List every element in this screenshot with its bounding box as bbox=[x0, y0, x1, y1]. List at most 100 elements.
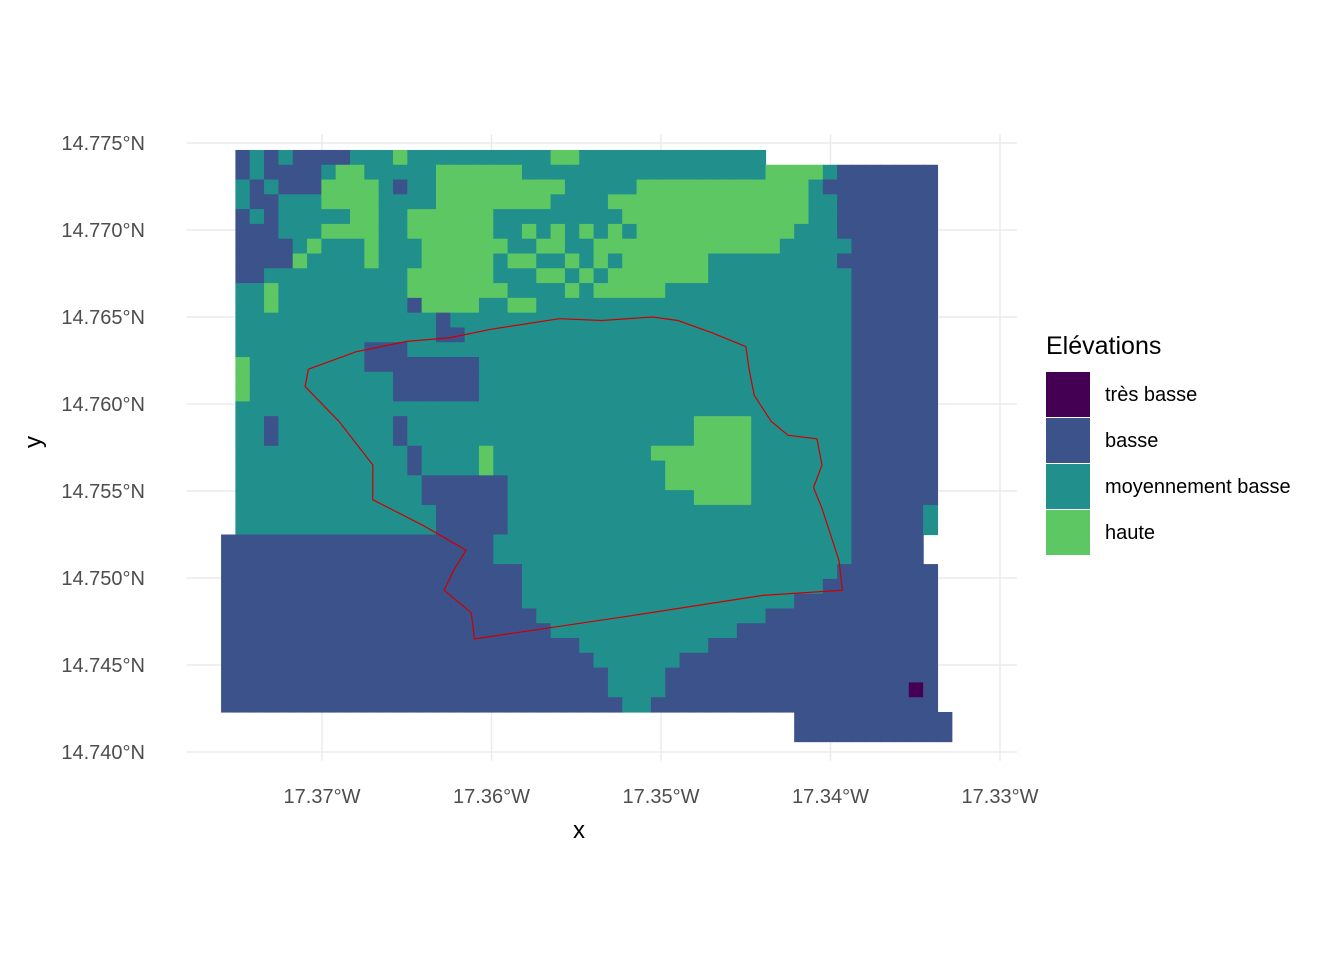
raster-cell bbox=[521, 253, 537, 269]
raster-cell bbox=[865, 327, 881, 343]
raster-cell bbox=[593, 164, 609, 181]
raster-cell bbox=[765, 460, 781, 476]
raster-cell bbox=[593, 209, 609, 225]
raster-cell bbox=[393, 194, 408, 210]
raster-cell bbox=[493, 697, 509, 713]
raster-cell bbox=[722, 238, 738, 255]
raster-cell bbox=[536, 164, 552, 181]
raster-cell bbox=[521, 549, 537, 565]
raster-cell bbox=[249, 416, 265, 432]
raster-cell bbox=[622, 578, 638, 595]
raster-cell bbox=[679, 623, 695, 639]
raster-cell bbox=[923, 638, 939, 654]
raster-cell bbox=[779, 504, 795, 521]
raster-cell bbox=[235, 490, 251, 506]
raster-cell bbox=[493, 164, 509, 181]
raster-cell bbox=[779, 416, 795, 432]
raster-cell bbox=[550, 549, 566, 565]
raster-cell bbox=[407, 564, 423, 580]
raster-cell bbox=[350, 475, 365, 491]
raster-cell bbox=[722, 534, 738, 550]
raster-cell bbox=[679, 179, 695, 195]
raster-cell bbox=[822, 726, 838, 743]
raster-cell bbox=[894, 179, 910, 195]
raster-cell bbox=[808, 253, 824, 269]
raster-cell bbox=[235, 475, 251, 491]
raster-cell bbox=[650, 652, 666, 669]
raster-cell bbox=[693, 504, 709, 521]
raster-cell bbox=[822, 386, 838, 402]
raster-cell bbox=[722, 253, 738, 269]
raster-cell bbox=[607, 179, 623, 195]
raster-cell bbox=[665, 519, 681, 536]
raster-cell bbox=[321, 445, 337, 462]
raster-cell bbox=[837, 697, 853, 713]
raster-cell bbox=[450, 179, 466, 195]
raster-cell bbox=[708, 223, 724, 240]
raster-cell bbox=[335, 623, 351, 639]
raster-cell bbox=[908, 490, 924, 506]
raster-cell bbox=[378, 593, 394, 610]
raster-cell bbox=[507, 297, 523, 314]
raster-cell bbox=[278, 564, 294, 580]
raster-cell bbox=[249, 697, 265, 713]
raster-cell bbox=[292, 623, 308, 639]
raster-cell bbox=[393, 608, 408, 624]
raster-cell bbox=[321, 475, 337, 491]
raster-cell bbox=[751, 149, 767, 166]
raster-cell bbox=[736, 667, 752, 683]
raster-cell bbox=[521, 578, 537, 595]
raster-cell bbox=[364, 253, 380, 269]
raster-cell bbox=[908, 593, 924, 610]
raster-cell bbox=[421, 342, 437, 358]
raster-cell bbox=[493, 416, 509, 432]
raster-cell bbox=[894, 726, 910, 743]
raster-cell bbox=[450, 608, 466, 624]
raster-cell bbox=[579, 430, 595, 447]
raster-cell bbox=[321, 578, 337, 595]
raster-cell bbox=[794, 534, 810, 550]
raster-cell bbox=[278, 416, 294, 432]
raster-cell bbox=[794, 564, 810, 580]
raster-cell bbox=[435, 445, 451, 462]
raster-cell bbox=[751, 386, 767, 402]
raster-cell bbox=[292, 667, 308, 683]
raster-cell bbox=[421, 253, 437, 269]
raster-cell bbox=[837, 682, 853, 698]
raster-cell bbox=[393, 504, 408, 521]
raster-cell bbox=[435, 223, 451, 240]
raster-cell bbox=[493, 504, 509, 521]
raster-cell bbox=[708, 194, 724, 210]
raster-cell bbox=[880, 711, 896, 728]
raster-cell bbox=[393, 682, 408, 698]
raster-cell bbox=[321, 564, 337, 580]
raster-cell bbox=[736, 578, 752, 595]
raster-cell bbox=[464, 652, 480, 669]
raster-cell bbox=[650, 164, 666, 181]
raster-cell bbox=[837, 445, 853, 462]
raster-cell bbox=[679, 312, 695, 329]
raster-cell bbox=[593, 682, 609, 698]
raster-cell bbox=[808, 519, 824, 536]
raster-cell bbox=[894, 371, 910, 388]
raster-cell bbox=[536, 504, 552, 521]
raster-cell bbox=[464, 357, 480, 373]
raster-cell bbox=[665, 623, 681, 639]
raster-cell bbox=[264, 490, 279, 506]
raster-cell bbox=[722, 549, 738, 565]
raster-cell bbox=[593, 357, 609, 373]
raster-cell bbox=[464, 416, 480, 432]
raster-cell bbox=[478, 430, 494, 447]
raster-cell bbox=[579, 697, 595, 713]
raster-cell bbox=[407, 149, 423, 166]
raster-cell bbox=[636, 504, 652, 521]
raster-cell bbox=[378, 578, 394, 595]
raster-cell bbox=[894, 475, 910, 491]
raster-cell bbox=[808, 682, 824, 698]
raster-cell bbox=[880, 564, 896, 580]
raster-cell bbox=[264, 179, 279, 195]
raster-cell bbox=[894, 238, 910, 255]
raster-cell bbox=[808, 164, 824, 181]
raster-cell bbox=[765, 608, 781, 624]
raster-cell bbox=[407, 268, 423, 284]
